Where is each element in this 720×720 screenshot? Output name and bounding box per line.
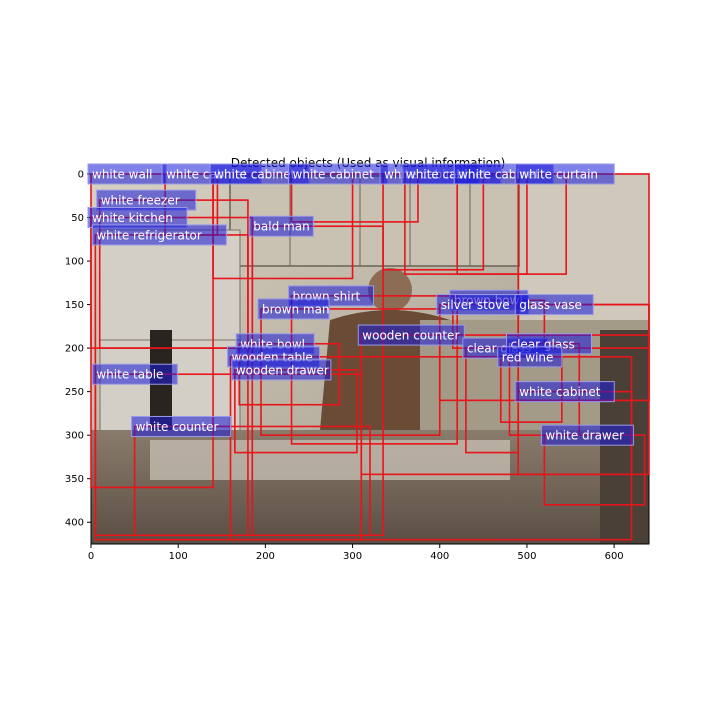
detection-label: bald man: [253, 220, 309, 234]
detection-label: white kitchen: [92, 211, 173, 225]
detection-label: white table: [96, 368, 163, 382]
x-tick-label: 0: [88, 551, 94, 562]
detection-label: white cabinet: [519, 385, 601, 399]
detection-label-bg: [91, 363, 178, 385]
detection-label: white counter: [136, 420, 219, 434]
y-tick-label: 250: [65, 387, 84, 398]
detection-label: red wine: [502, 350, 554, 364]
detection-label-bg: [231, 359, 332, 381]
y-tick-label: 150: [65, 300, 84, 311]
detection-label-bg: [514, 381, 615, 403]
detection-label-bg: [131, 415, 232, 437]
y-tick-label: 400: [65, 518, 84, 529]
detection-label-bg: [91, 224, 227, 246]
y-tick-label: 0: [78, 170, 84, 181]
y-tick-label: 200: [65, 344, 84, 355]
x-tick-label: 300: [343, 551, 362, 562]
detection-label: wooden drawer: [236, 363, 329, 377]
y-tick-label: 100: [65, 257, 84, 268]
detection-label: white curtain: [519, 168, 598, 182]
x-axis-ticks: 0 100 200 300 400 500 600: [88, 544, 624, 562]
detection-label: white cabinet: [214, 168, 296, 182]
detection-label: white refrigerator: [96, 228, 202, 242]
x-tick-label: 500: [517, 551, 536, 562]
x-tick-label: 200: [256, 551, 275, 562]
detection-label: glass vase: [519, 298, 582, 312]
y-axis-ticks: 0 50 100 150 200 250 300 350 400: [65, 170, 91, 529]
x-tick-label: 100: [169, 551, 188, 562]
detection-label-bg: [248, 215, 314, 237]
detection-label-bg: [497, 346, 563, 368]
detection-label: white cabinet: [293, 168, 375, 182]
y-tick-label: 50: [71, 213, 84, 224]
detection-label: silver stove: [441, 298, 510, 312]
y-tick-label: 350: [65, 474, 84, 485]
detection-label-bg: [514, 294, 594, 316]
detection-label: white drawer: [545, 429, 624, 443]
detection-label-bg: [514, 163, 615, 185]
detection-box: [133, 425, 371, 537]
detection-label-bg: [257, 298, 330, 320]
detection-label-bg: [357, 324, 465, 346]
x-tick-label: 600: [605, 551, 624, 562]
x-tick-label: 400: [430, 551, 449, 562]
y-tick-label: 300: [65, 431, 84, 442]
detection-box: [94, 373, 363, 541]
detection-label-bg: [540, 424, 634, 446]
detection-label: wooden counter: [362, 329, 459, 343]
detection-label: white freezer: [101, 194, 180, 208]
detection-label: white wall: [92, 168, 153, 182]
detection-label: brown man: [262, 302, 330, 316]
